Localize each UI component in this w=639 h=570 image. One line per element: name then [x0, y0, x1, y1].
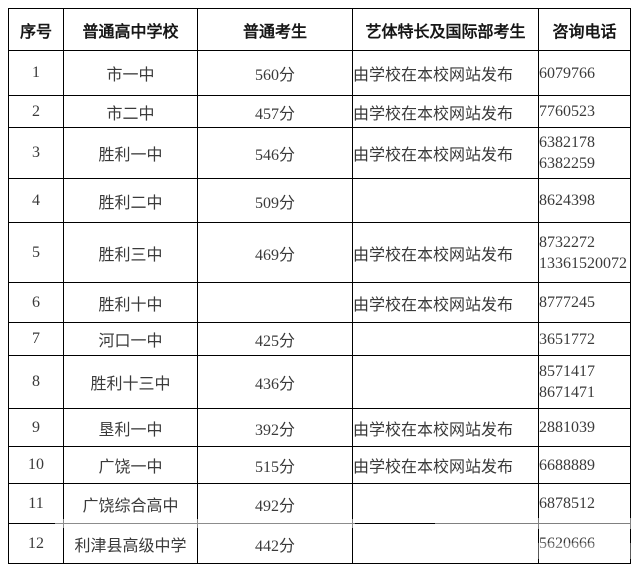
cell-no: 11: [8, 483, 64, 524]
cell-art-notice: 由学校在本校网站发布: [352, 282, 539, 323]
phone-line: 8732272: [539, 233, 595, 251]
col-header-phone: 咨询电话: [538, 8, 631, 51]
cell-art-notice: 由学校在本校网站发布: [352, 95, 539, 128]
col-header-no: 序号: [8, 8, 64, 51]
cell-art-notice: [352, 523, 539, 564]
phone-line: 6382259: [539, 155, 595, 172]
cell-art-notice: [352, 178, 539, 223]
cell-art-notice: [352, 355, 539, 409]
table-row: 11 广饶综合高中 492分 6878512: [8, 483, 631, 524]
cell-no: 5: [8, 222, 64, 283]
table-row: 1 市一中 560分 由学校在本校网站发布 6079766: [8, 50, 631, 96]
cell-school: 广饶综合高中: [63, 483, 198, 524]
table-header: 序号 普通高中学校 普通考生 艺体特长及国际部考生 咨询电话: [8, 8, 631, 51]
table-row: 5 胜利三中 469分 由学校在本校网站发布 8732272 1336152007…: [8, 222, 631, 283]
cell-no: 6: [8, 282, 64, 323]
table-row: 9 垦利一中 392分 由学校在本校网站发布 2881039: [8, 408, 631, 447]
phone-line: 6079766: [539, 64, 595, 82]
table-row: 10 广饶一中 515分 由学校在本校网站发布 6688889: [8, 446, 631, 484]
cell-art-notice: 由学校在本校网站发布: [352, 408, 539, 447]
cell-school: 利津县高级中学: [63, 523, 198, 564]
cell-score: [197, 282, 353, 323]
cell-art-notice: 由学校在本校网站发布: [352, 222, 539, 283]
cell-score: 469分: [197, 222, 353, 283]
cell-no: 7: [8, 322, 64, 356]
phone-line: 3651772: [539, 330, 595, 348]
cell-phone: 8777245: [538, 282, 631, 323]
phone-line: 8624398: [539, 192, 595, 209]
admission-score-table: 序号 普通高中学校 普通考生 艺体特长及国际部考生 咨询电话 1 市一中 560…: [8, 8, 631, 564]
cell-phone: 6079766: [538, 50, 631, 96]
cell-phone: 6878512: [538, 483, 631, 524]
col-header-regular-score: 普通考生: [197, 8, 353, 51]
cell-phone: 6382178 6382259: [538, 127, 631, 179]
cell-score: 392分: [197, 408, 353, 447]
cell-score: 509分: [197, 178, 353, 223]
col-header-art-intl: 艺体特长及国际部考生: [352, 8, 539, 51]
cell-score: 442分: [197, 523, 353, 564]
cell-school: 市二中: [63, 95, 198, 128]
table-row: 2 市二中 457分 由学校在本校网站发布 7760523: [8, 95, 631, 128]
cell-no: 12: [8, 523, 64, 564]
cell-phone: 3651772: [538, 322, 631, 356]
phone-line: 5620666: [539, 535, 595, 552]
phone-line: 13361520072: [539, 254, 627, 272]
cell-phone: 8732272 13361520072: [538, 222, 631, 283]
cell-score: 492分: [197, 483, 353, 524]
table-body: 1 市一中 560分 由学校在本校网站发布 6079766 2 市二中 457分…: [8, 50, 631, 564]
cell-school: 市一中: [63, 50, 198, 96]
cell-school: 广饶一中: [63, 446, 198, 484]
phone-line: 2881039: [539, 419, 595, 436]
cell-phone: 8571417 8671471: [538, 355, 631, 409]
cell-school: 胜利二中: [63, 178, 198, 223]
cell-score: 457分: [197, 95, 353, 128]
cell-art-notice: [352, 322, 539, 356]
table-row: 4 胜利二中 509分 8624398: [8, 178, 631, 223]
col-header-school: 普通高中学校: [63, 8, 198, 51]
cell-school: 垦利一中: [63, 408, 198, 447]
cell-art-notice: 由学校在本校网站发布: [352, 127, 539, 179]
cell-school: 胜利三中: [63, 222, 198, 283]
cell-phone: 5620666: [538, 523, 631, 564]
phone-line: 8777245: [539, 294, 595, 311]
cell-no: 1: [8, 50, 64, 96]
cell-art-notice: [352, 483, 539, 524]
cell-phone: 2881039: [538, 408, 631, 447]
cell-art-notice: 由学校在本校网站发布: [352, 50, 539, 96]
cell-no: 9: [8, 408, 64, 447]
table-row: 7 河口一中 425分 3651772: [8, 322, 631, 356]
phone-line: 8671471: [539, 384, 595, 401]
cell-art-notice: 由学校在本校网站发布: [352, 446, 539, 484]
cell-no: 8: [8, 355, 64, 409]
cell-no: 4: [8, 178, 64, 223]
phone-line: 6878512: [539, 495, 595, 512]
phone-line: 6382178: [539, 134, 595, 151]
cell-school: 胜利一中: [63, 127, 198, 179]
cell-score: 515分: [197, 446, 353, 484]
cell-score: 436分: [197, 355, 353, 409]
table-row: 3 胜利一中 546分 由学校在本校网站发布 6382178 6382259: [8, 127, 631, 179]
cell-school: 河口一中: [63, 322, 198, 356]
cell-score: 546分: [197, 127, 353, 179]
cell-school: 胜利十中: [63, 282, 198, 323]
cell-phone: 8624398: [538, 178, 631, 223]
cell-score: 425分: [197, 322, 353, 356]
table-row: 8 胜利十三中 436分 8571417 8671471: [8, 355, 631, 409]
cell-no: 2: [8, 95, 64, 128]
cell-phone: 6688889: [538, 446, 631, 484]
phone-line: 6688889: [539, 456, 595, 474]
table-row: 12 利津县高级中学 442分 5620666: [8, 523, 631, 564]
cell-score: 560分: [197, 50, 353, 96]
phone-line: 8571417: [539, 363, 595, 380]
cell-phone: 7760523: [538, 95, 631, 128]
cell-no: 10: [8, 446, 64, 484]
cell-no: 3: [8, 127, 64, 179]
header-row: 序号 普通高中学校 普通考生 艺体特长及国际部考生 咨询电话: [8, 8, 631, 51]
phone-line: 7760523: [539, 103, 595, 120]
cell-school: 胜利十三中: [63, 355, 198, 409]
table-row: 6 胜利十中 由学校在本校网站发布 8777245: [8, 282, 631, 323]
